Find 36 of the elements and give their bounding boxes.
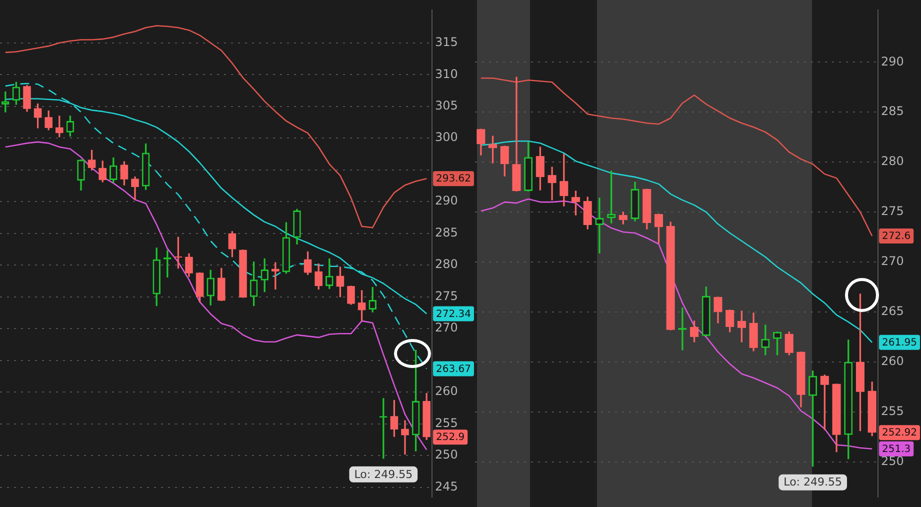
y-tick-label: 285: [881, 104, 904, 118]
y-tick-label: 280: [881, 154, 904, 168]
text: 252.9: [436, 432, 465, 444]
data-label: 263.67: [436, 364, 471, 375]
candlestick: [401, 420, 409, 455]
y-tick-label: 275: [435, 288, 458, 303]
data-label: 293.62: [436, 174, 471, 185]
candlestick: [548, 166, 556, 200]
data-label: 251.3: [882, 444, 911, 455]
candlestick: [512, 76, 521, 192]
y-tick-label: 315: [435, 35, 458, 50]
y-tick-label: 270: [435, 320, 458, 335]
y-tick-label: 290: [881, 54, 904, 68]
candlestick: [595, 198, 604, 254]
y-tick-label: 305: [435, 98, 458, 112]
y-tick-label: 270: [881, 254, 904, 268]
y-tick-label: 275: [881, 204, 904, 218]
y-tick-label: 265: [881, 304, 904, 318]
y-tick-label: 300: [435, 130, 458, 144]
y-tick-label: 260: [881, 354, 904, 368]
text: 252.92: [882, 428, 917, 439]
y-tick-label: 255: [435, 416, 458, 430]
y-tick-label: 285: [435, 225, 458, 240]
y-tick-label: 245: [435, 479, 458, 494]
data-label: 261.95: [882, 338, 917, 349]
annotation: Lo: 249.55: [784, 476, 842, 489]
y-tick-label: 260: [435, 384, 458, 398]
y-tick-label: 255: [881, 404, 904, 418]
data-label: 272.6: [882, 231, 911, 242]
data-label: 272.34: [436, 308, 471, 320]
y-tick-label: 250: [881, 454, 904, 468]
y-tick-label: 290: [435, 194, 458, 208]
annotation: Lo: 249.55: [354, 468, 413, 481]
y-tick-label: 310: [435, 66, 458, 81]
y-tick-label: 280: [435, 257, 458, 272]
y-tick-label: 250: [435, 448, 458, 462]
